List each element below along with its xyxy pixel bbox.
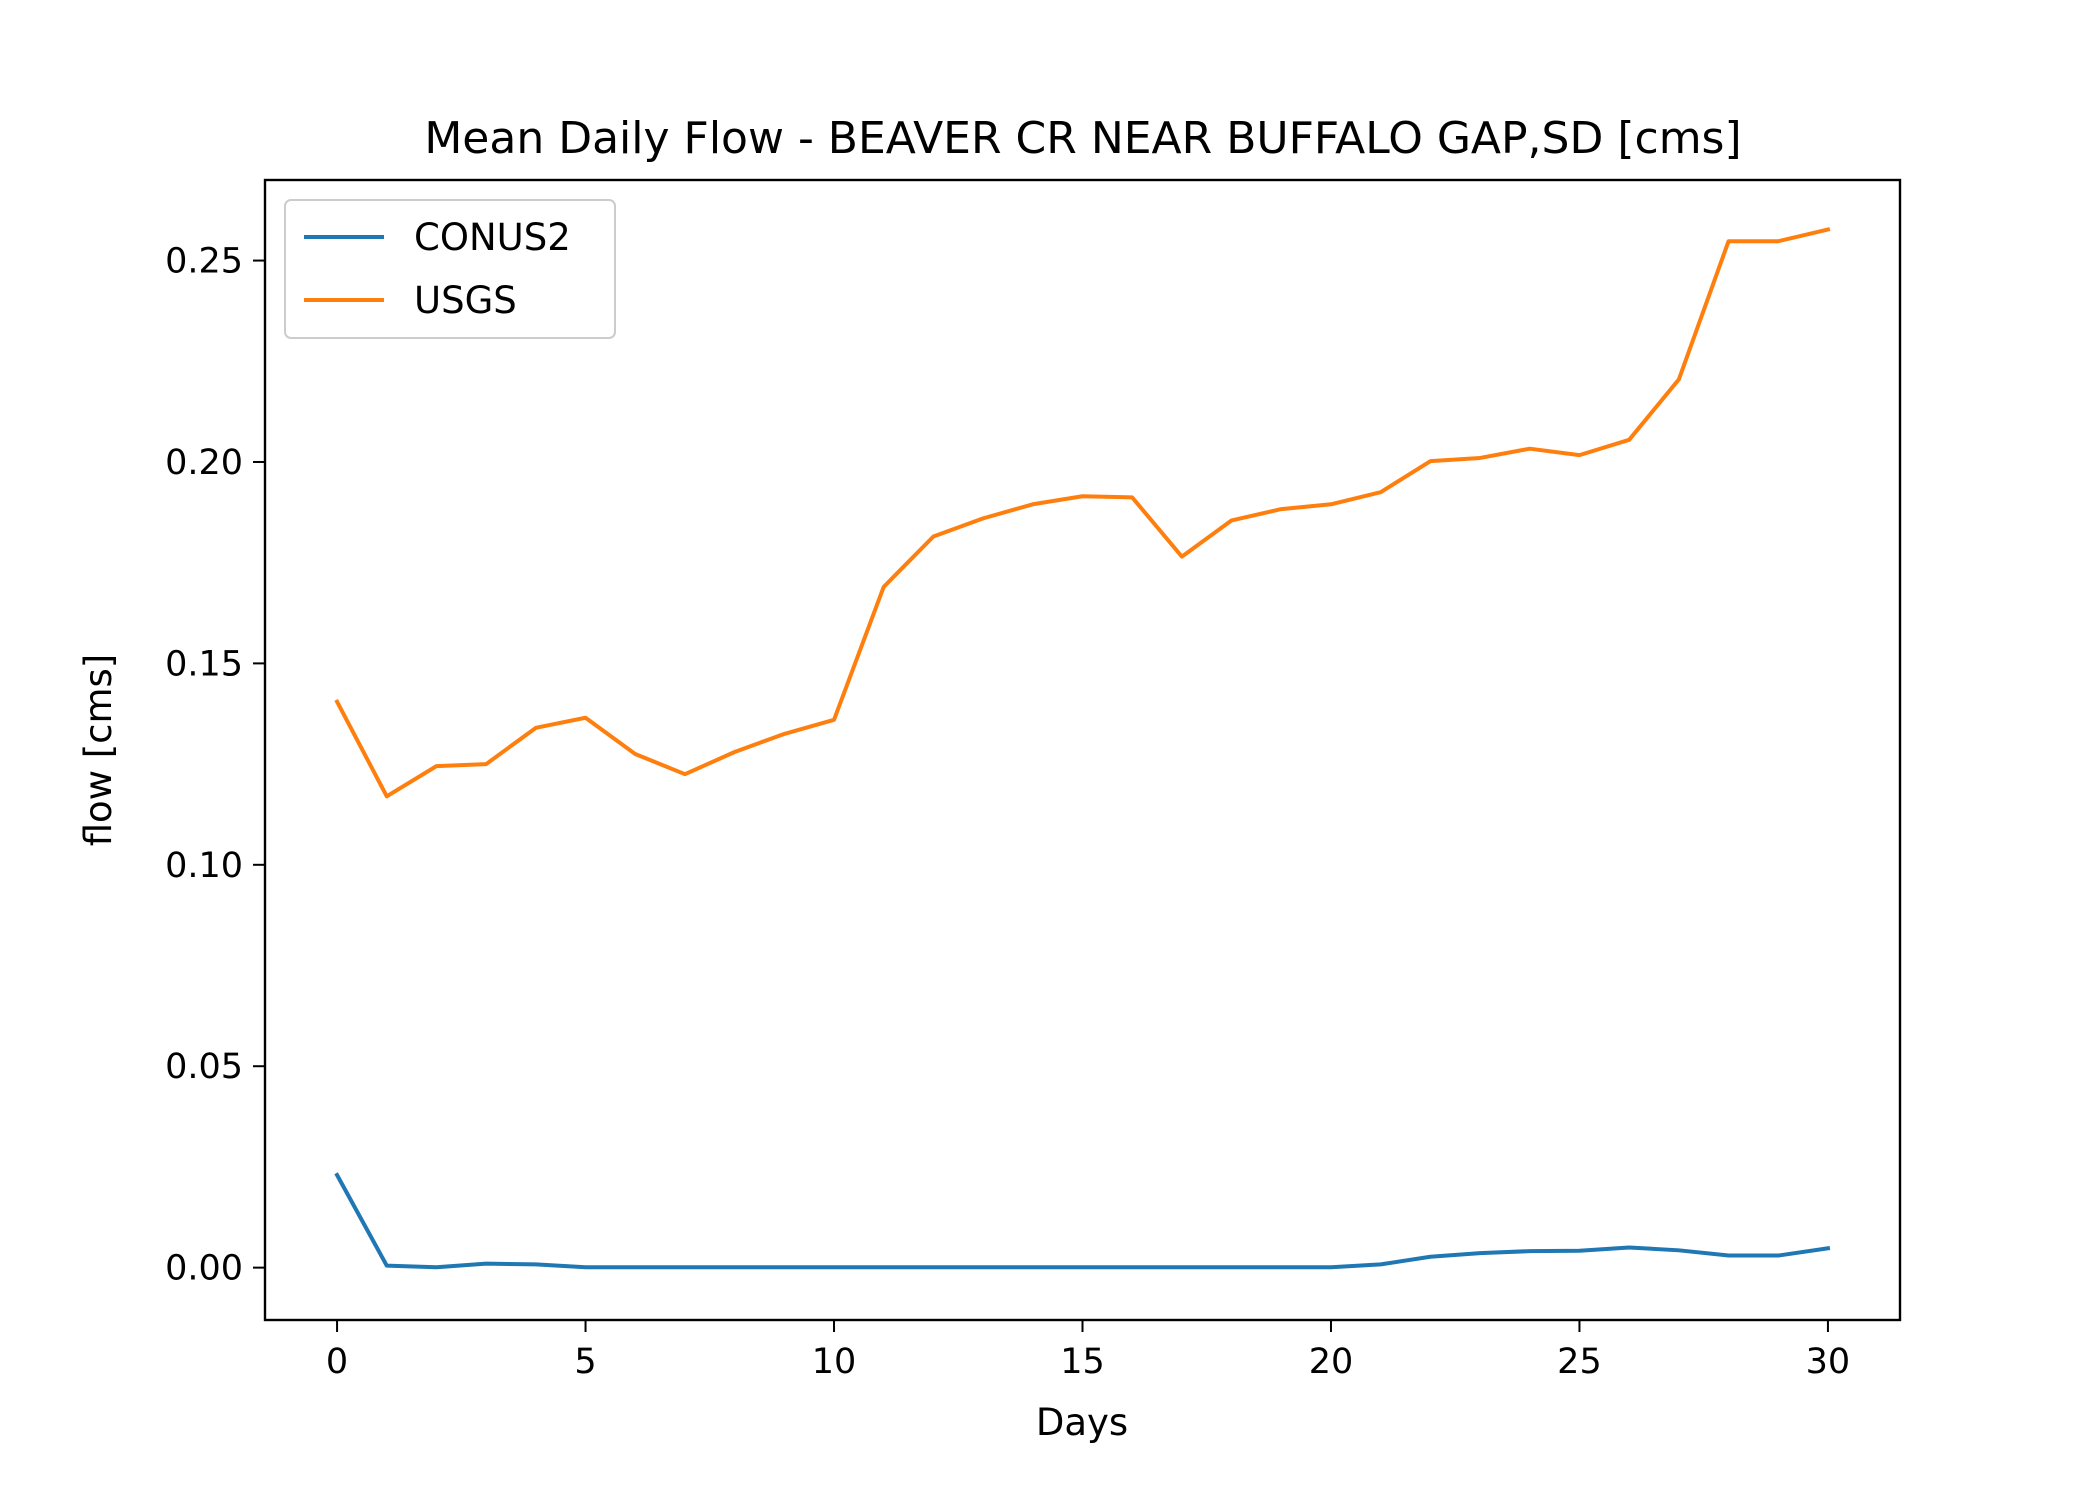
x-tick-label: 5 (574, 1342, 596, 1382)
legend-box (284, 199, 616, 339)
legend: CONUS2 USGS (284, 199, 616, 339)
series-line-usgs (334, 227, 1831, 799)
y-tick-label: 0.25 (165, 242, 243, 282)
x-axis: 0 5 10 15 20 25 30 (326, 1320, 1850, 1382)
series-line-conus2 (334, 1172, 1831, 1270)
x-tick-label: 20 (1309, 1342, 1354, 1382)
x-axis-label: Days (1036, 1401, 1128, 1444)
y-tick-label: 0.20 (165, 443, 243, 483)
legend-label-conus2: CONUS2 (414, 216, 571, 259)
y-axis-label: flow [cms] (77, 654, 120, 847)
x-tick-label: 25 (1557, 1342, 1602, 1382)
x-tick-label: 0 (326, 1342, 348, 1382)
y-tick-label: 0.10 (165, 846, 243, 886)
y-axis: 0.00 0.05 0.10 0.15 0.20 0.25 (165, 242, 265, 1289)
y-tick-label: 0.05 (165, 1047, 243, 1087)
x-tick-label: 15 (1060, 1342, 1105, 1382)
series-layer (334, 227, 1831, 1270)
chart-title: Mean Daily Flow - BEAVER CR NEAR BUFFALO… (424, 113, 1741, 164)
x-tick-label: 30 (1806, 1342, 1851, 1382)
x-tick-label: 10 (812, 1342, 857, 1382)
y-tick-label: 0.00 (165, 1249, 243, 1289)
y-tick-label: 0.15 (165, 644, 243, 684)
legend-label-usgs: USGS (414, 279, 517, 322)
